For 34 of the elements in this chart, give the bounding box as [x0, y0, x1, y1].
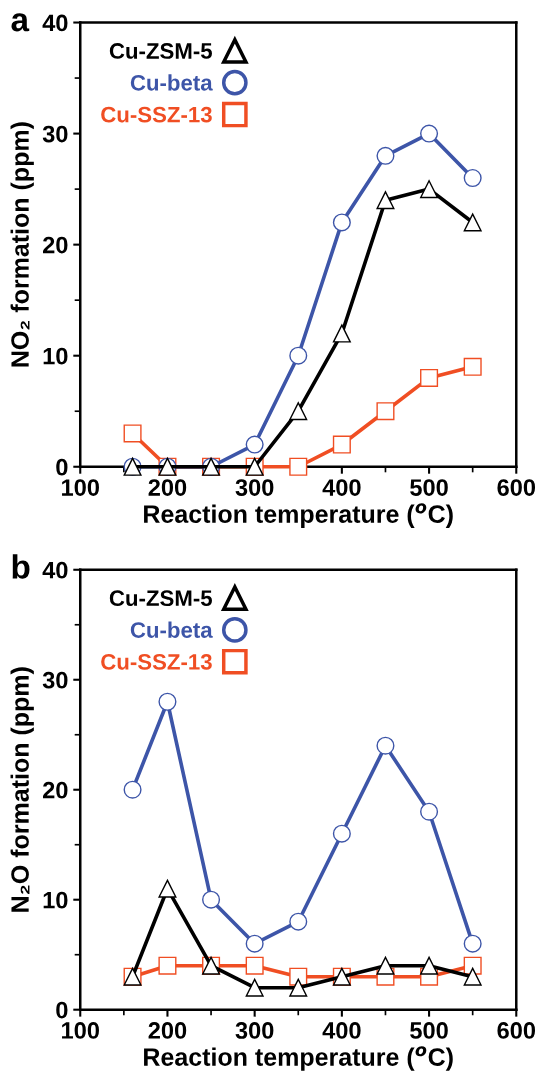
x-tick-label: 500 [410, 479, 448, 496]
x-tick-label: 600 [497, 1022, 535, 1039]
x-tick-label: 500 [410, 1022, 448, 1039]
chart-title: a [11, 13, 30, 32]
x-tick-label: 100 [62, 479, 99, 496]
x-tick-label: 300 [235, 1022, 274, 1039]
x-tick-label: 400 [322, 1022, 361, 1039]
y-tick-label: 10 [43, 347, 68, 365]
x-tick-label: 400 [322, 479, 361, 496]
y-axis-title: N₂O formation (ppm) [10, 667, 34, 912]
x-axis-title: Reaction temperature ($^{o}$C) [144, 1046, 453, 1071]
y-tick-label: 20 [43, 236, 68, 254]
x-tick-label: 600 [497, 479, 535, 496]
y-tick-label: 20 [43, 781, 68, 799]
legend-label: Cu-beta [130, 74, 213, 91]
x-tick-label: 300 [235, 479, 274, 496]
y-axis-title: NO₂ formation (ppm) [10, 122, 34, 367]
y-tick-label: 40 [42, 561, 68, 579]
chart-title: b [12, 554, 30, 579]
legend-label: Cu-ZSM-5 [109, 590, 212, 607]
x-tick-label: 200 [148, 479, 187, 496]
y-tick-label: 0 [56, 1001, 68, 1019]
x-tick-label: 100 [62, 1022, 99, 1039]
legend-label: Cu-ZSM-5 [109, 43, 212, 59]
y-tick-label: 30 [42, 671, 68, 689]
x-tick-label: 200 [148, 1022, 187, 1039]
x-axis-title: Reaction temperature ($^{o}$C) [144, 503, 453, 528]
y-tick-label: 10 [43, 891, 68, 909]
legend-label: Cu-beta [130, 621, 213, 638]
y-tick-label: 40 [42, 14, 68, 32]
legend-label: Cu-SSZ-13 [101, 654, 212, 670]
legend-label: Cu-SSZ-13 [101, 106, 212, 123]
y-tick-label: 0 [56, 458, 68, 476]
y-tick-label: 30 [42, 125, 68, 143]
